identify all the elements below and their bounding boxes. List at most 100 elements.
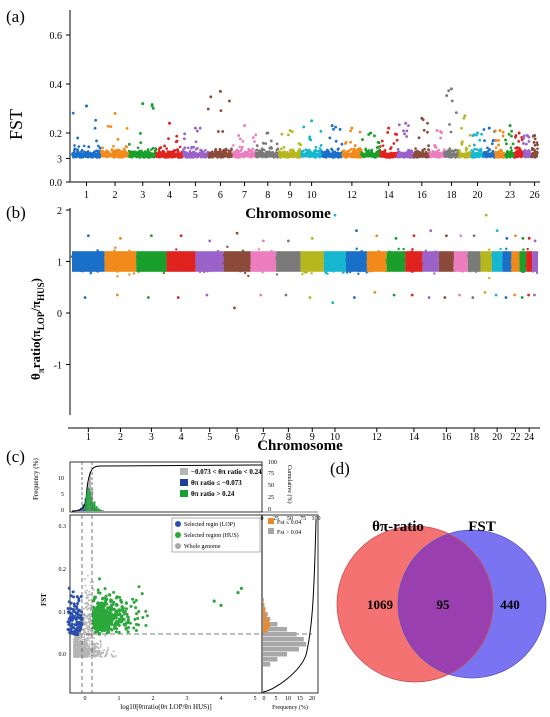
fst-peak-point — [209, 95, 213, 99]
fst-peak-point — [228, 99, 231, 103]
hus-point — [103, 596, 107, 600]
ratio-point — [250, 262, 253, 265]
ratio-point — [429, 259, 432, 262]
ratio-min-point — [115, 293, 119, 297]
fst-point — [153, 149, 157, 153]
genome-point — [84, 637, 86, 640]
ratio-point — [307, 256, 310, 260]
fst-peak-point — [468, 133, 472, 137]
ratio-point — [89, 270, 92, 274]
ratio-point — [426, 258, 429, 262]
fst-point — [77, 145, 81, 148]
fst-band — [72, 152, 101, 158]
chromosome-points-19 — [457, 114, 473, 159]
top-hist-bar — [82, 504, 85, 511]
ratio-point — [529, 254, 533, 258]
lop-point — [76, 602, 80, 606]
chromosome-ratio-22 — [510, 234, 521, 297]
ratio-point — [207, 266, 210, 269]
venn-overlap-count: 95 — [437, 597, 451, 612]
ratio-point — [386, 260, 389, 263]
fst-peak-point — [221, 130, 225, 133]
fst-peak-point — [353, 144, 357, 147]
ratio-point — [260, 255, 264, 258]
fst-peak-point — [182, 137, 186, 141]
hus-point — [99, 624, 103, 628]
fst-peak-point — [426, 121, 429, 125]
fst-point — [331, 148, 334, 152]
genome-point — [79, 644, 81, 646]
ratio-point — [97, 255, 101, 259]
ratio-point — [488, 260, 491, 264]
ratio-point — [528, 258, 531, 261]
genome-point — [85, 649, 88, 652]
hus-point — [114, 630, 118, 634]
ratio-point — [449, 256, 452, 260]
ratio-point — [333, 269, 336, 272]
hus-point — [114, 616, 118, 620]
ratio-point — [275, 256, 278, 259]
ratio-point — [222, 262, 225, 265]
ratio-point — [217, 267, 220, 271]
ratio-point — [494, 265, 497, 269]
chromosome-ratio-17 — [452, 234, 469, 297]
fst-point — [110, 148, 114, 151]
top-density-green — [84, 487, 100, 511]
fst-point — [317, 149, 321, 153]
ratio-point — [252, 261, 255, 265]
genome-point — [95, 654, 98, 656]
ratio-point — [456, 259, 459, 262]
fst-band — [208, 152, 233, 158]
ratio-max-point — [333, 213, 337, 217]
genome-point — [99, 650, 101, 652]
ratio-point — [305, 261, 308, 264]
hus-point — [112, 607, 116, 611]
ratio-point — [508, 255, 511, 258]
ratio-point — [410, 250, 414, 253]
chromosome-ratio-10 — [323, 213, 347, 305]
ratio-point — [487, 263, 491, 266]
fst-point — [283, 150, 286, 153]
fst-peak-point — [349, 129, 352, 133]
ratio-band — [526, 251, 533, 272]
ratio-point — [271, 262, 274, 265]
hus-point — [134, 598, 138, 602]
genome-point — [78, 631, 80, 634]
hus-point — [119, 620, 123, 624]
hus-point — [103, 628, 107, 632]
ratio-point — [449, 265, 452, 268]
fst-point — [251, 147, 255, 151]
fst-point — [475, 148, 479, 151]
ratio-max-point — [119, 236, 122, 240]
ratio-point — [226, 245, 229, 249]
ratio-point — [341, 267, 344, 271]
fst-peak-point — [514, 134, 518, 137]
ratio-point — [173, 255, 176, 259]
fst-peak-point — [407, 124, 410, 128]
hus-point — [110, 614, 114, 618]
chromosome-ratio-24 — [525, 236, 534, 297]
ratio-band — [532, 251, 538, 272]
genome-point — [93, 642, 95, 645]
x-tick-label-a: 1 — [84, 190, 89, 201]
ratio-point — [330, 260, 333, 263]
chromosome-points-4 — [155, 121, 184, 159]
ratio-point — [294, 255, 297, 259]
ratio-point — [102, 265, 105, 269]
ratio-max-point — [412, 234, 416, 238]
ratio-max-point — [521, 236, 525, 240]
genome-point — [84, 617, 86, 620]
fst-point — [435, 150, 439, 153]
ratio-point — [488, 252, 491, 255]
genome-point — [92, 632, 95, 635]
hus-point — [125, 612, 129, 616]
ratio-point — [535, 258, 539, 261]
ratio-point — [153, 252, 156, 256]
hus-point — [117, 630, 121, 634]
fst-peak-point — [524, 142, 528, 146]
fst-peak-point — [319, 129, 323, 133]
scatter-ytick-2: 0.2 — [59, 567, 67, 573]
genome-point — [84, 614, 87, 617]
genome-point — [86, 625, 89, 628]
fst-point — [536, 147, 539, 150]
